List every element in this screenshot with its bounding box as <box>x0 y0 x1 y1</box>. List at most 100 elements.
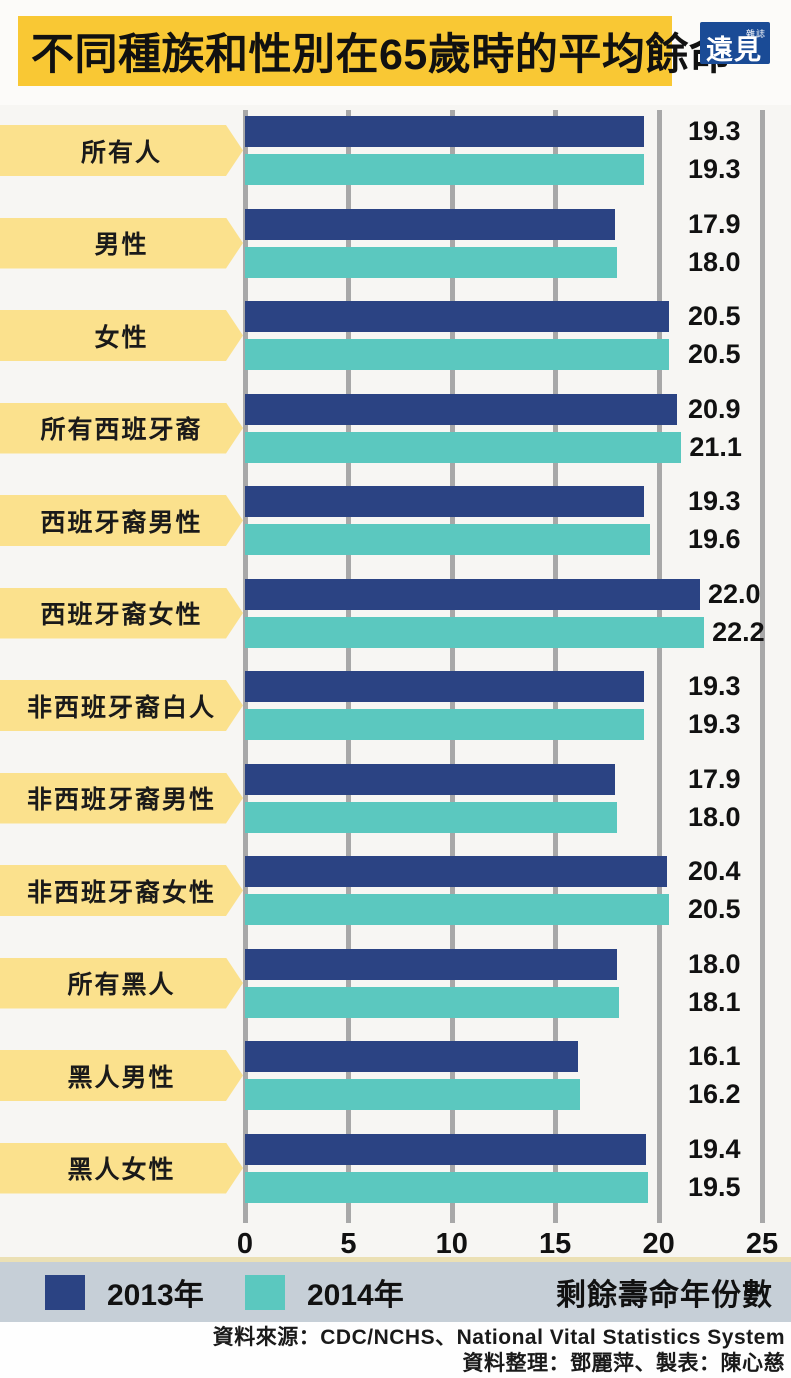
page-title: 不同種族和性別在65歲時的平均餘命 <box>31 31 733 79</box>
value-label-2013年: 20.5 <box>688 301 741 331</box>
value-label-2014年: 18.1 <box>688 986 741 1017</box>
bar-2013年 <box>245 671 645 702</box>
bar-2014年 <box>245 709 645 740</box>
value-label-2014年: 19.5 <box>688 1171 741 1202</box>
chart-row: 非西班牙裔女性 20.4 20.5 <box>0 847 791 940</box>
x-axis-title: 剩餘壽命年份數 <box>556 1279 773 1312</box>
legend-swatch-2014 <box>245 1274 285 1310</box>
bar-chart: 所有人 19.3 19.3 男性 17.9 18.0 女性 20.5 20.5 所有西班牙裔 20.… <box>0 105 791 1225</box>
chart-row: 黑人女性 19.4 19.5 <box>0 1125 791 1218</box>
axis-tick-label-15: 15 <box>539 1228 572 1260</box>
value-label-2013年: 19.3 <box>688 116 741 146</box>
category-label: 非西班牙裔男性 <box>0 772 243 824</box>
bar-2014年 <box>245 801 618 833</box>
value-label-2013年: 18.0 <box>688 948 741 979</box>
bar-2014年 <box>245 1171 649 1203</box>
category-label: 女性 <box>0 310 243 361</box>
bar-2014年 <box>245 154 645 185</box>
gridline-15 <box>553 110 559 1223</box>
value-label-2013年: 19.4 <box>688 1133 741 1164</box>
chart-row: 西班牙裔男性 19.3 19.6 <box>0 477 791 570</box>
gridline-25 <box>760 110 765 1223</box>
chart-row: 所有西班牙裔 20.9 21.1 <box>0 385 791 478</box>
gridline-5 <box>346 110 352 1223</box>
chart-row: 非西班牙裔男性 17.9 18.0 <box>0 755 791 848</box>
axis-tick-label-10: 10 <box>435 1228 468 1260</box>
value-label-2013年: 16.1 <box>688 1041 741 1071</box>
legend-label-2013: 2013年 <box>107 1279 204 1312</box>
bar-2013年 <box>245 486 645 517</box>
bar-2013年 <box>245 856 667 887</box>
footer: 資料來源：CDC/NCHS、National Vital Statistics … <box>0 1322 791 1378</box>
chart-row: 非西班牙裔白人 19.3 19.3 <box>0 662 791 755</box>
category-label: 黑人男性 <box>0 1050 243 1101</box>
bar-2013年 <box>245 1041 578 1072</box>
axis-tick-label-0: 0 <box>236 1228 254 1260</box>
category-label: 黑人女性 <box>0 1142 243 1194</box>
bar-2014年 <box>245 894 669 925</box>
bar-2014年 <box>245 986 620 1018</box>
plot-area <box>243 105 765 1225</box>
value-label-2013年: 19.3 <box>688 486 741 516</box>
value-label-2013年: 17.9 <box>688 763 741 794</box>
category-label: 西班牙裔女性 <box>0 587 243 639</box>
value-label-2014年: 22.2 <box>712 616 765 647</box>
bar-2013年 <box>245 578 700 610</box>
bar-2013年 <box>245 116 645 147</box>
value-label-2014年: 16.2 <box>688 1079 741 1109</box>
value-label-2013年: 17.9 <box>688 208 741 239</box>
chart-row: 所有人 19.3 19.3 <box>0 107 791 200</box>
logo-main-text: 遠見 <box>706 35 762 65</box>
gridline-0 <box>243 110 248 1223</box>
value-label-2014年: 19.6 <box>688 524 741 554</box>
legend-separator <box>0 1257 791 1262</box>
category-label: 非西班牙裔女性 <box>0 865 243 916</box>
chart-row: 西班牙裔女性 22.0 22.2 <box>0 570 791 663</box>
value-label-2014年: 19.3 <box>688 154 741 184</box>
value-label-2014年: 20.5 <box>688 339 741 369</box>
data-source-line: 資料來源：CDC/NCHS、National Vital Statistics … <box>212 1326 785 1349</box>
header: 不同種族和性別在65歲時的平均餘命 遠見 雜誌 <box>0 0 791 105</box>
category-label: 男性 <box>0 217 243 269</box>
category-label: 所有人 <box>0 125 243 176</box>
bar-2014年 <box>245 616 705 648</box>
bar-2013年 <box>245 301 669 332</box>
x-axis: 0 5 10 15 20 25 <box>0 1228 791 1262</box>
title-box: 不同種族和性別在65歲時的平均餘命 <box>18 16 732 86</box>
value-label-2014年: 18.0 <box>688 801 741 832</box>
legend-item-2014: 2014年 <box>245 1262 404 1322</box>
chart-rows: 所有人 19.3 19.3 男性 17.9 18.0 女性 20.5 20.5 所有西班牙裔 20.… <box>0 107 791 1217</box>
category-label: 非西班牙裔白人 <box>0 680 243 731</box>
category-label: 所有西班牙裔 <box>0 402 243 454</box>
gridline-20 <box>656 110 662 1223</box>
category-label: 西班牙裔男性 <box>0 495 243 546</box>
logo-sub-text: 雜誌 <box>745 29 766 39</box>
legend-label-2014: 2014年 <box>307 1279 404 1312</box>
value-label-2014年: 18.0 <box>688 246 741 277</box>
chart-row: 所有黑人 18.0 18.1 <box>0 940 791 1033</box>
value-label-2014年: 19.3 <box>688 709 741 739</box>
chart-row: 女性 20.5 20.5 <box>0 292 791 385</box>
chart-row: 黑人男性 16.1 16.2 <box>0 1032 791 1125</box>
bar-2014年 <box>245 524 651 555</box>
axis-tick-label-5: 5 <box>340 1228 357 1260</box>
bar-2013年 <box>245 208 616 240</box>
value-label-2013年: 22.0 <box>707 578 761 609</box>
chart-row: 男性 17.9 18.0 <box>0 200 791 293</box>
axis-tick-label-25: 25 <box>745 1228 779 1260</box>
value-label-2014年: 21.1 <box>689 431 742 462</box>
credit-line: 資料整理：鄧麗萍、製表：陳心慈 <box>462 1352 785 1375</box>
legend: 2013年 2014年 剩餘壽命年份數 <box>0 1262 791 1322</box>
legend-item-2013: 2013年 <box>45 1262 204 1322</box>
legend-swatch-2013 <box>45 1274 85 1310</box>
bar-2014年 <box>245 246 618 278</box>
axis-tick-label-20: 20 <box>642 1228 675 1260</box>
value-label-2013年: 20.4 <box>688 856 741 886</box>
bar-2013年 <box>245 763 616 795</box>
bar-2013年 <box>245 1133 647 1165</box>
bar-2013年 <box>245 393 678 425</box>
bar-2013年 <box>245 948 618 980</box>
bar-2014年 <box>245 339 669 370</box>
bar-2014年 <box>245 1079 581 1110</box>
